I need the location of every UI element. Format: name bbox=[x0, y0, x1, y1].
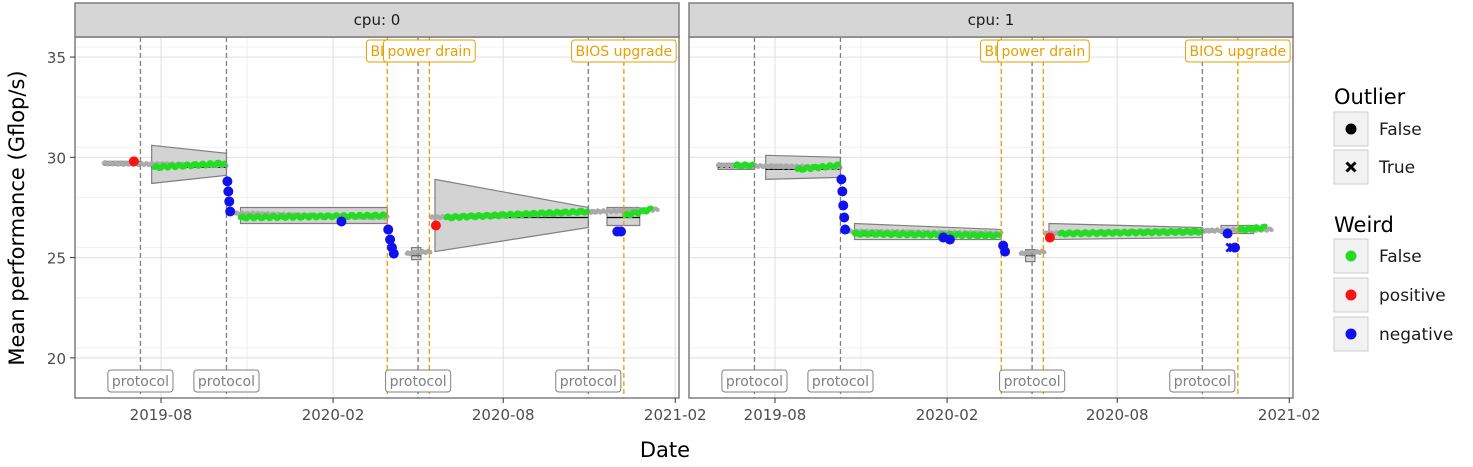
event-label-box bbox=[807, 369, 874, 393]
event-label-box bbox=[571, 39, 677, 63]
x-tick-label: 2021-02 bbox=[644, 406, 707, 424]
x-tick-label: 2019-08 bbox=[130, 406, 193, 424]
point-positive bbox=[128, 156, 139, 167]
event-label: protocol bbox=[812, 374, 869, 390]
legend-key bbox=[1333, 238, 1369, 274]
point-negative bbox=[1000, 246, 1011, 257]
event-label: protocol bbox=[198, 374, 255, 390]
point-negative bbox=[836, 174, 847, 185]
x-tick-label: 2020-08 bbox=[472, 406, 535, 424]
point-positive bbox=[1044, 232, 1055, 243]
point-weird-false bbox=[1262, 223, 1268, 229]
point-normal bbox=[1269, 227, 1274, 233]
legend-label: negative bbox=[1379, 325, 1453, 345]
point-negative bbox=[223, 186, 234, 197]
facet-strip-label: cpu: 1 bbox=[968, 11, 1015, 29]
legend-marker-color bbox=[1345, 250, 1357, 262]
point-weird-false bbox=[648, 205, 654, 211]
point-negative bbox=[616, 226, 627, 237]
point-weird-false bbox=[1198, 228, 1205, 234]
event-label: power drain bbox=[387, 44, 471, 60]
point-negative bbox=[388, 248, 399, 259]
point-negative bbox=[837, 186, 848, 197]
point-negative bbox=[224, 196, 235, 207]
point-negative bbox=[385, 234, 396, 245]
legend-marker-color bbox=[1345, 289, 1357, 301]
y-tick-label: 30 bbox=[47, 149, 66, 167]
legend-title: Outlier bbox=[1334, 85, 1406, 109]
event-label-box bbox=[555, 369, 622, 393]
legend-label: False bbox=[1379, 120, 1422, 140]
event-label: BIOS upgrade bbox=[1190, 44, 1287, 60]
point-negative bbox=[336, 216, 347, 227]
point-normal bbox=[655, 207, 660, 213]
x-tick-label: 2020-02 bbox=[916, 406, 979, 424]
point-negative bbox=[1222, 228, 1233, 239]
legend-label: False bbox=[1379, 247, 1422, 267]
facet-strip bbox=[74, 2, 680, 38]
x-tick-label: 2020-08 bbox=[1086, 406, 1149, 424]
event-label-box bbox=[107, 369, 174, 393]
event-label-box bbox=[721, 369, 788, 393]
x-tick-label: 2021-02 bbox=[1258, 406, 1321, 424]
event-label: BIOS upgrade bbox=[576, 44, 673, 60]
event-label: protocol bbox=[390, 374, 447, 390]
legend-marker-color bbox=[1345, 328, 1357, 340]
facet-strip-label: cpu: 0 bbox=[354, 11, 401, 29]
event-label-box bbox=[996, 39, 1090, 63]
y-tick-label: 20 bbox=[47, 350, 66, 368]
event-label-box bbox=[385, 369, 452, 393]
x-tick-label: 2020-02 bbox=[302, 406, 365, 424]
legend-title: Weird bbox=[1334, 213, 1394, 237]
event-label: protocol bbox=[726, 374, 783, 390]
event-label: power drain bbox=[1001, 44, 1085, 60]
point-negative bbox=[383, 224, 394, 235]
x-axis-label: Date bbox=[640, 438, 690, 462]
point-weird-false bbox=[584, 208, 591, 214]
legend-marker-circle bbox=[1345, 123, 1357, 135]
event-label-box bbox=[193, 369, 260, 393]
event-label-box bbox=[1185, 39, 1291, 63]
legend-marker-cross bbox=[1345, 161, 1357, 173]
y-axis-label: Mean performance (Gflop/s) bbox=[5, 70, 29, 365]
event-label-box bbox=[382, 39, 476, 63]
y-tick-label: 35 bbox=[47, 49, 66, 67]
point-positive bbox=[430, 220, 441, 231]
legend-label: True bbox=[1378, 158, 1415, 178]
event-label-box bbox=[999, 369, 1066, 393]
point-negative bbox=[840, 224, 851, 235]
point-negative bbox=[225, 206, 236, 217]
point-negative bbox=[838, 200, 849, 211]
y-tick-label: 25 bbox=[47, 250, 66, 268]
event-label-box bbox=[1169, 369, 1236, 393]
point-negative bbox=[839, 212, 850, 223]
event-label: protocol bbox=[1004, 374, 1061, 390]
point-negative bbox=[944, 234, 955, 245]
event-label: protocol bbox=[560, 374, 617, 390]
point-weird-false bbox=[996, 232, 1003, 239]
event-label: protocol bbox=[112, 374, 169, 390]
legend-label: positive bbox=[1379, 286, 1446, 306]
point-outlier-cross bbox=[1225, 242, 1236, 253]
point-negative bbox=[222, 176, 233, 187]
facet-strip bbox=[688, 2, 1294, 38]
x-tick-label: 2019-08 bbox=[744, 406, 807, 424]
event-label: protocol bbox=[1174, 374, 1231, 390]
point-outlier-cross bbox=[1228, 242, 1239, 253]
